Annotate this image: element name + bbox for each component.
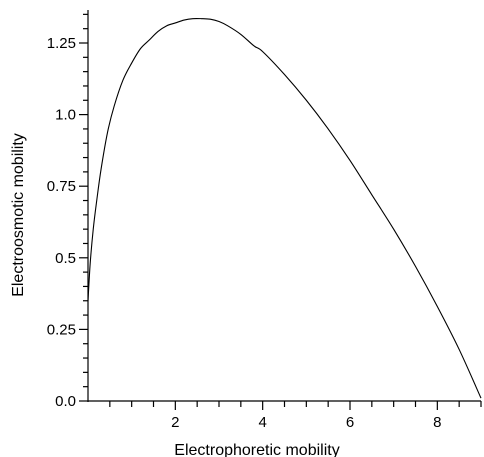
x-tick-label: 4: [258, 414, 266, 431]
series-group: [87, 17, 482, 399]
y-tick-label: 1.0: [55, 107, 76, 124]
y-tick-label: 0.75: [47, 178, 76, 195]
y-tick-label: 1.25: [47, 35, 76, 52]
ticks: [79, 13, 482, 410]
x-axis-label: Electrophoretic mobility: [174, 442, 339, 457]
series-line: [87, 17, 482, 399]
x-tick-label: 2: [171, 414, 179, 431]
y-axis-label: Electroosmotic mobility: [10, 133, 27, 297]
y-tick-label: 0.0: [55, 393, 76, 410]
axes: [87, 10, 481, 402]
x-tick-label: 6: [346, 414, 354, 431]
y-tick-label: 0.5: [55, 250, 76, 267]
x-tick-label: 8: [433, 414, 441, 431]
tick-labels: 2 4 6 8 0.0 0.25 0.5 0.75 1.0 1.25: [47, 35, 442, 431]
y-tick-label: 0.25: [47, 321, 76, 338]
